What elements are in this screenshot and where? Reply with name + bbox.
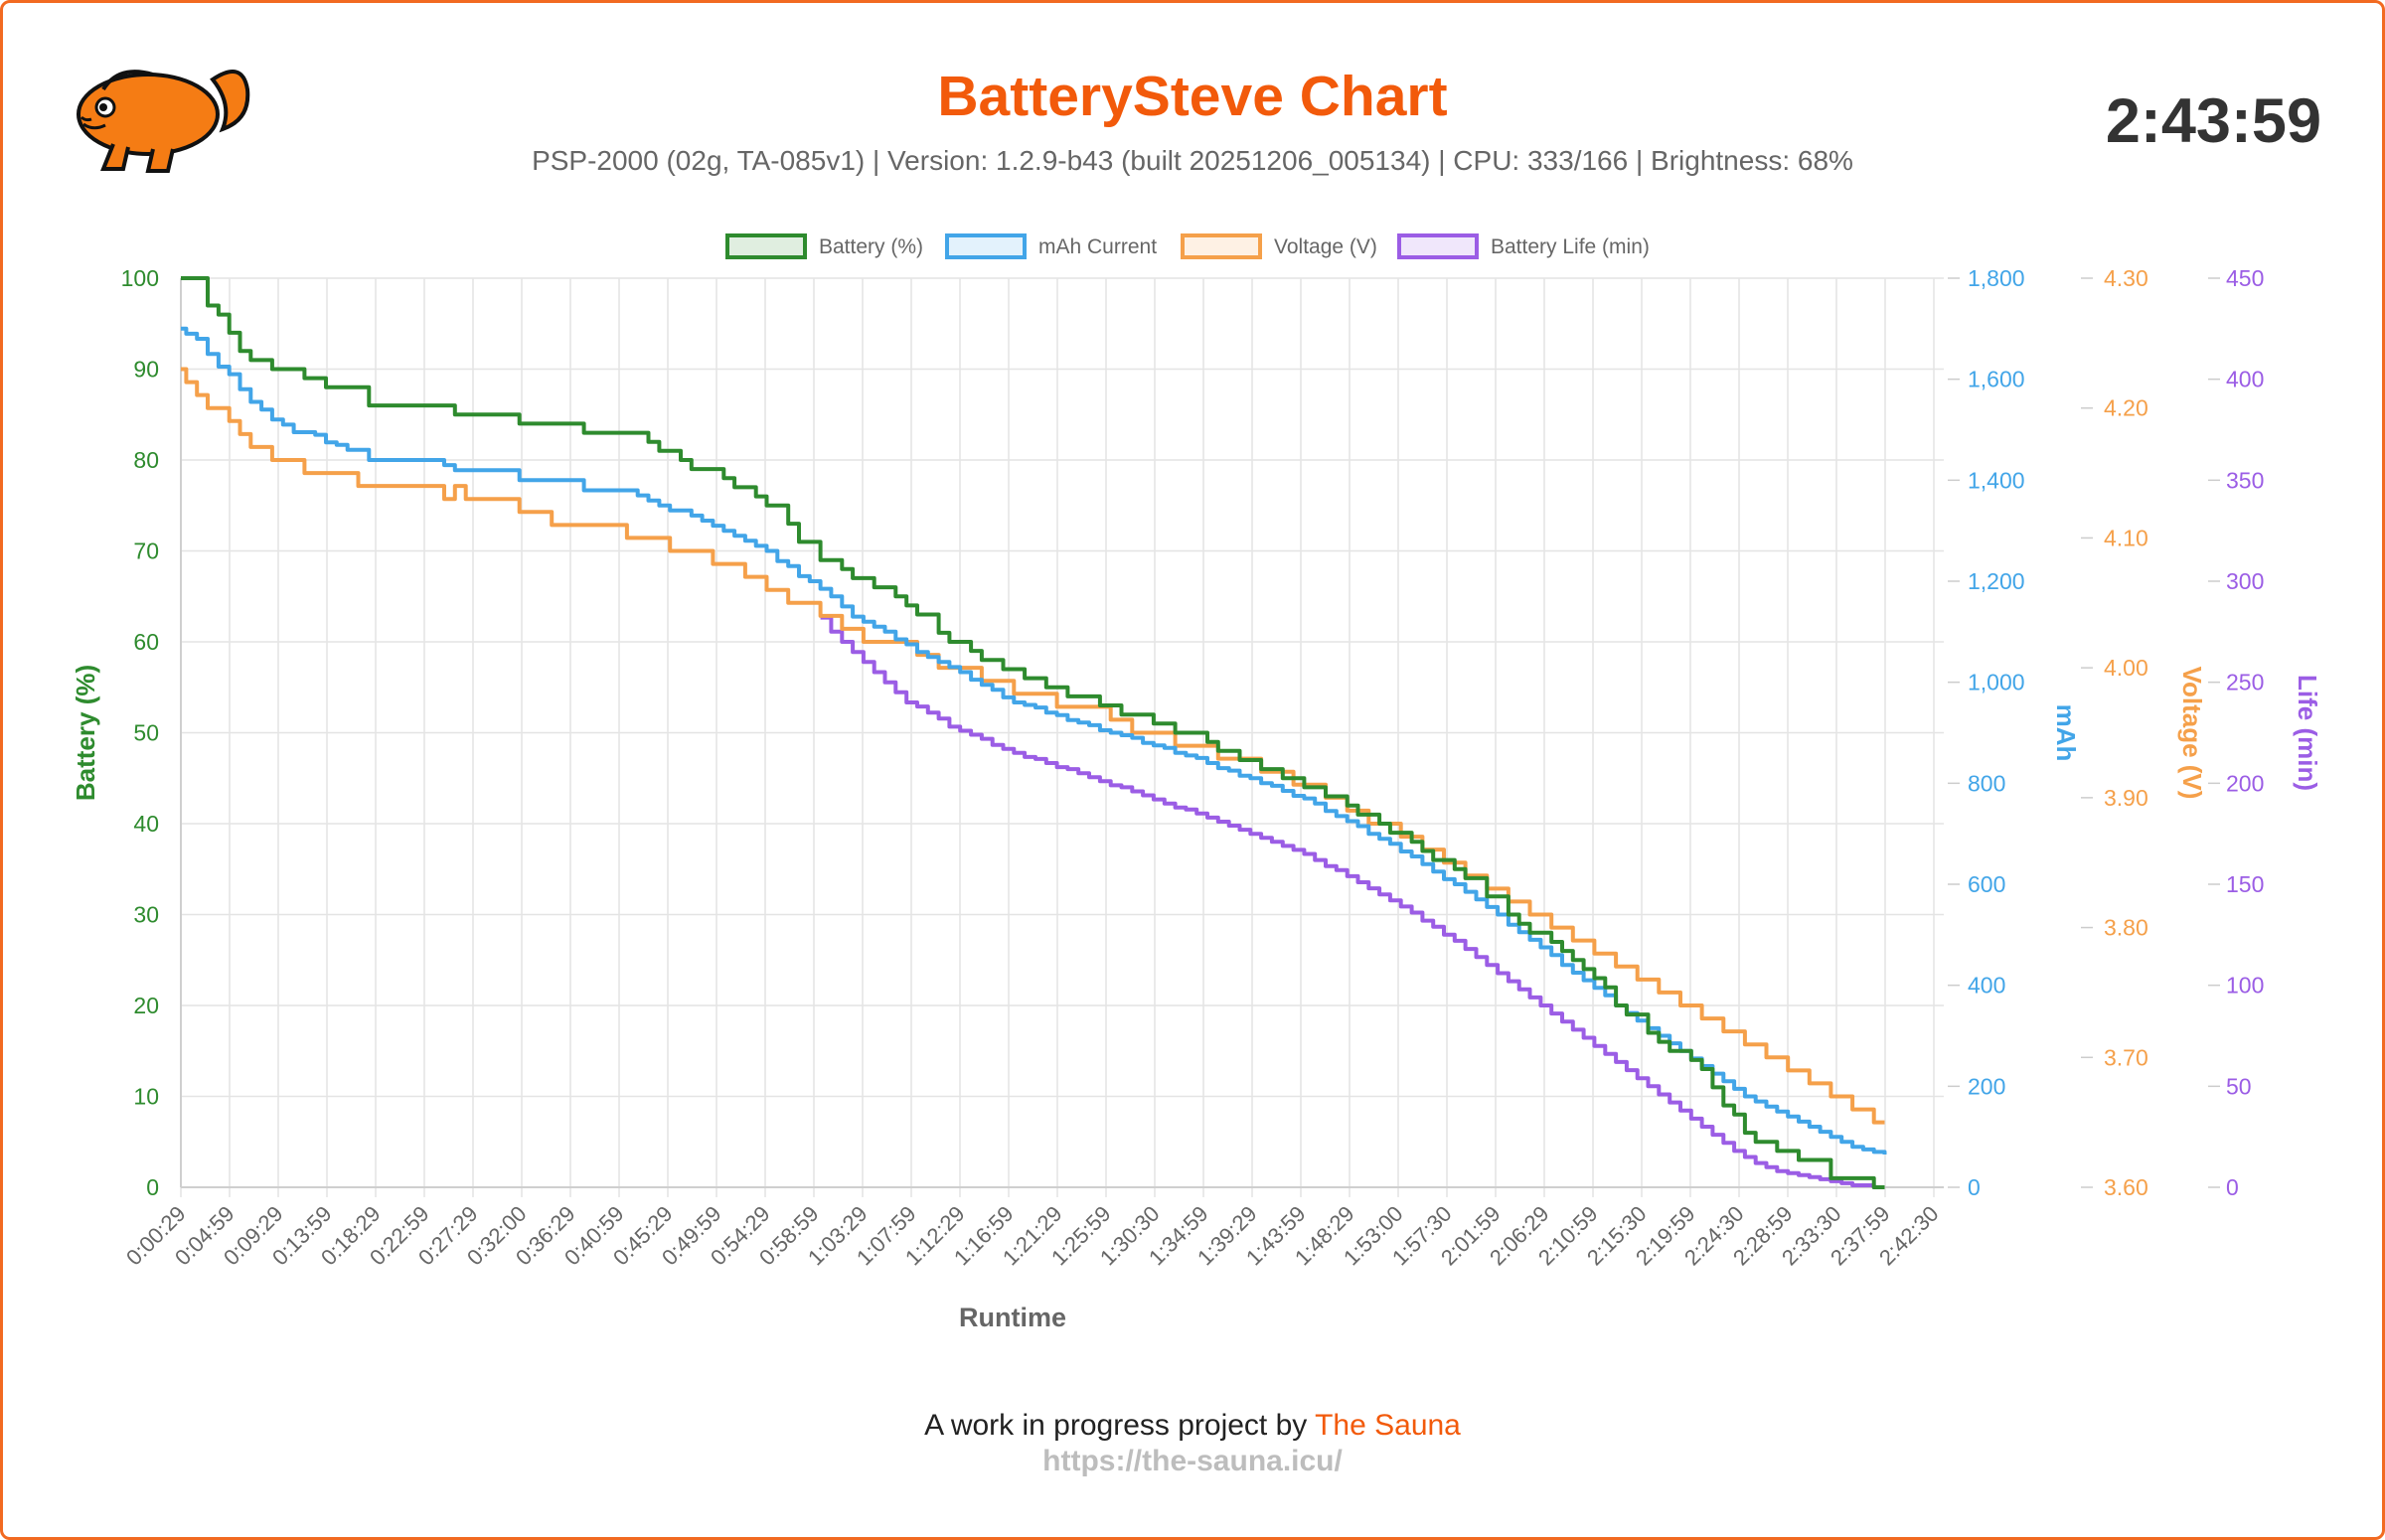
life-tick-label: 350 xyxy=(2226,467,2264,493)
voltage-tick-label: 3.80 xyxy=(2104,915,2148,941)
mah-series-line xyxy=(181,326,1887,1155)
mah-tick-label: 400 xyxy=(1968,973,2005,999)
battery-chart: 0:00:290:04:590:09:290:13:590:18:290:22:… xyxy=(71,233,2322,1332)
mah-tick-label: 600 xyxy=(1968,871,2005,897)
mah-axis-title: mAh xyxy=(2051,704,2081,762)
battery-series-line xyxy=(181,276,1885,1189)
battery-tick-label: 10 xyxy=(133,1084,159,1110)
footer-prefix: A work in progress project by xyxy=(924,1409,1316,1442)
voltage-tick-label: 4.00 xyxy=(2104,655,2148,681)
legend-label-battery: Battery (%) xyxy=(819,235,923,258)
battery-tick-label: 100 xyxy=(121,265,159,291)
legend-swatch-life xyxy=(1397,233,1479,259)
life-axis-title: Life (min) xyxy=(2293,675,2322,791)
mah-tick-label: 0 xyxy=(1968,1174,1981,1200)
device-info: PSP-2000 (02g, TA-085v1) | Version: 1.2.… xyxy=(532,145,1853,176)
mah-tick-label: 800 xyxy=(1968,770,2005,796)
life-tick-label: 100 xyxy=(2226,973,2264,999)
life-tick-label: 400 xyxy=(2226,367,2264,392)
runtime-clock: 2:43:59 xyxy=(2105,86,2321,156)
legend-label-mah: mAh Current xyxy=(1038,235,1157,258)
mah-tick-label: 1,800 xyxy=(1968,265,2025,291)
life-tick-label: 300 xyxy=(2226,568,2264,594)
goldfish-logo xyxy=(77,70,250,173)
voltage-tick-label: 4.20 xyxy=(2104,395,2148,421)
battery-tick-label: 70 xyxy=(133,539,159,564)
voltage-series-line xyxy=(181,367,1885,1125)
life-tick-label: 200 xyxy=(2226,770,2264,796)
legend-swatch-battery xyxy=(725,233,807,259)
life-tick-label: 150 xyxy=(2226,871,2264,897)
battery-axis-title: Battery (%) xyxy=(71,665,100,801)
battery-tick-label: 60 xyxy=(133,629,159,655)
battery-tick-label: 20 xyxy=(133,993,159,1018)
battery-tick-label: 90 xyxy=(133,357,159,383)
voltage-tick-label: 3.90 xyxy=(2104,785,2148,811)
legend-swatch-mah xyxy=(945,233,1027,259)
battery-tick-label: 30 xyxy=(133,902,159,928)
voltage-tick-label: 4.10 xyxy=(2104,525,2148,550)
mah-tick-label: 1,400 xyxy=(1968,467,2025,493)
legend-label-voltage: Voltage (V) xyxy=(1274,235,1377,258)
voltage-tick-label: 4.30 xyxy=(2104,265,2148,291)
page-title: BatterySteve Chart xyxy=(937,65,1448,128)
mah-tick-label: 1,600 xyxy=(1968,367,2025,392)
life-tick-label: 450 xyxy=(2226,265,2264,291)
battery-tick-label: 80 xyxy=(133,447,159,473)
life-tick-label: 250 xyxy=(2226,670,2264,695)
footer-credit: A work in progress project by The Sauna xyxy=(0,1409,2385,1443)
voltage-axis-title: Voltage (V) xyxy=(2177,667,2207,800)
legend-label-life: Battery Life (min) xyxy=(1491,235,1650,258)
mah-tick-label: 1,200 xyxy=(1968,568,2025,594)
the-sauna-link[interactable]: The Sauna xyxy=(1315,1409,1461,1442)
mah-tick-label: 1,000 xyxy=(1968,670,2025,695)
life-series-line xyxy=(820,615,1885,1189)
voltage-tick-label: 3.70 xyxy=(2104,1044,2148,1070)
battery-tick-label: 50 xyxy=(133,720,159,746)
legend-swatch-voltage xyxy=(1181,233,1262,259)
x-axis-title: Runtime xyxy=(959,1303,1066,1332)
mah-tick-label: 200 xyxy=(1968,1073,2005,1099)
voltage-tick-label: 3.60 xyxy=(2104,1174,2148,1200)
footer-url[interactable]: https://the-sauna.icu/ xyxy=(1042,1445,1343,1477)
life-tick-label: 50 xyxy=(2226,1073,2252,1099)
life-tick-label: 0 xyxy=(2226,1174,2239,1200)
battery-tick-label: 0 xyxy=(146,1174,159,1200)
battery-tick-label: 40 xyxy=(133,811,159,837)
